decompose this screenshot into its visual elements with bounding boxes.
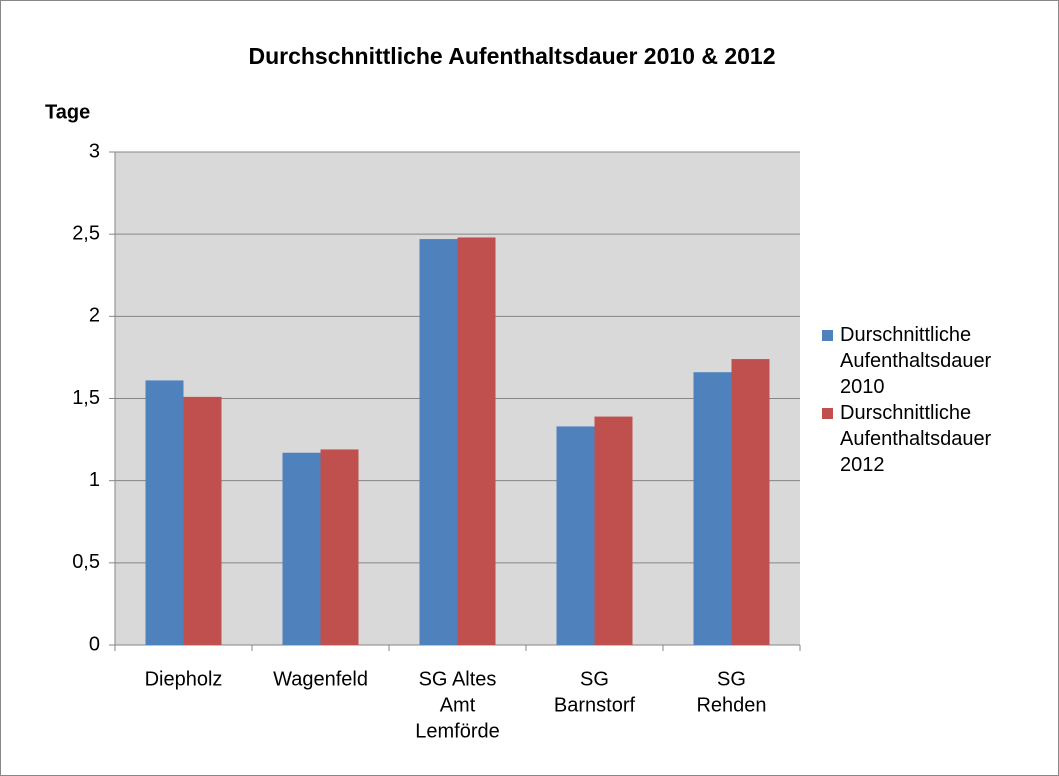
y-tick-label: 3 xyxy=(89,140,100,162)
legend-label: Durschnittliche Aufenthaltsdauer 2012 xyxy=(840,402,992,476)
bar xyxy=(457,237,496,645)
x-tick-label: Amt xyxy=(440,694,476,716)
bar xyxy=(693,372,732,645)
y-tick-label: 2,5 xyxy=(72,222,100,244)
x-tick-label: SG xyxy=(717,668,746,690)
x-tick-label: Rehden xyxy=(696,694,766,716)
x-tick-label: SG xyxy=(580,668,609,690)
bar xyxy=(183,396,222,645)
x-tick-label: Lemförde xyxy=(415,720,500,742)
bar xyxy=(594,416,633,645)
legend-item: Durschnittliche Aufenthaltsdauer 2010 xyxy=(822,322,1022,400)
chart-title: Durchschnittliche Aufenthaltsdauer 2010 … xyxy=(248,43,775,69)
bar xyxy=(282,452,321,645)
legend-label: Durschnittliche Aufenthaltsdauer 2010 xyxy=(840,324,992,398)
x-tick-label: Barnstorf xyxy=(554,694,636,716)
x-tick-label: Wagenfeld xyxy=(273,668,368,690)
y-axis-label: Tage xyxy=(45,101,90,123)
bar xyxy=(145,380,184,645)
y-tick-label: 1 xyxy=(89,469,100,491)
y-tick-label: 1,5 xyxy=(72,387,100,409)
bar xyxy=(556,426,595,645)
y-tick-label: 0 xyxy=(89,633,100,655)
y-tick-label: 0,5 xyxy=(72,551,100,573)
legend-swatch xyxy=(822,408,833,419)
legend: Durschnittliche Aufenthaltsdauer 2010 Dur… xyxy=(822,322,1022,478)
legend-swatch xyxy=(822,330,833,341)
x-tick-label: Diepholz xyxy=(145,668,223,690)
legend-item: Durschnittliche Aufenthaltsdauer 2012 xyxy=(822,400,1022,478)
bar xyxy=(320,449,359,645)
y-tick-label: 2 xyxy=(89,305,100,327)
x-tick-label: SG Altes xyxy=(419,668,497,690)
bar xyxy=(419,239,458,645)
bar xyxy=(731,359,770,645)
